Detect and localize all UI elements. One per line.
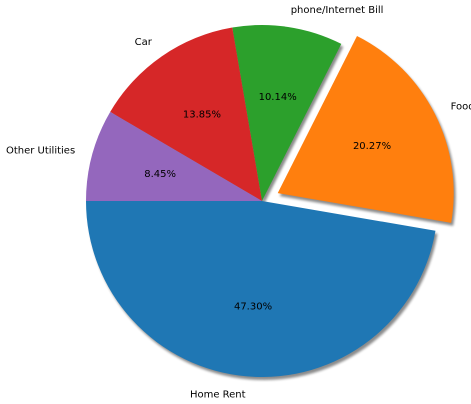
category-label-other-utilities: Other Utilities	[6, 146, 75, 157]
category-label-food: Food	[451, 101, 471, 112]
pct-label-car: 13.85%	[183, 110, 221, 121]
slice-other-utilities	[86, 111, 262, 201]
slice-food	[277, 35, 454, 223]
pct-label-food: 20.27%	[353, 141, 391, 152]
category-label-car: Car	[135, 37, 153, 48]
pct-label-phone-internet-bill: 10.14%	[259, 92, 297, 103]
labels: 47.30% Home Rent 20.27% Food 10.14% phone/Int…	[6, 5, 471, 400]
pct-label-other-utilities: 8.45%	[144, 169, 176, 180]
pct-label-home-rent: 47.30%	[234, 302, 272, 313]
slice-home-rent	[86, 201, 436, 377]
slices	[86, 25, 454, 377]
slice-phone-internet-bill	[232, 25, 342, 202]
slice-car	[110, 27, 262, 201]
category-label-phone-internet-bill: phone/Internet Bill	[291, 5, 384, 16]
category-label-home-rent: Home Rent	[190, 389, 246, 400]
